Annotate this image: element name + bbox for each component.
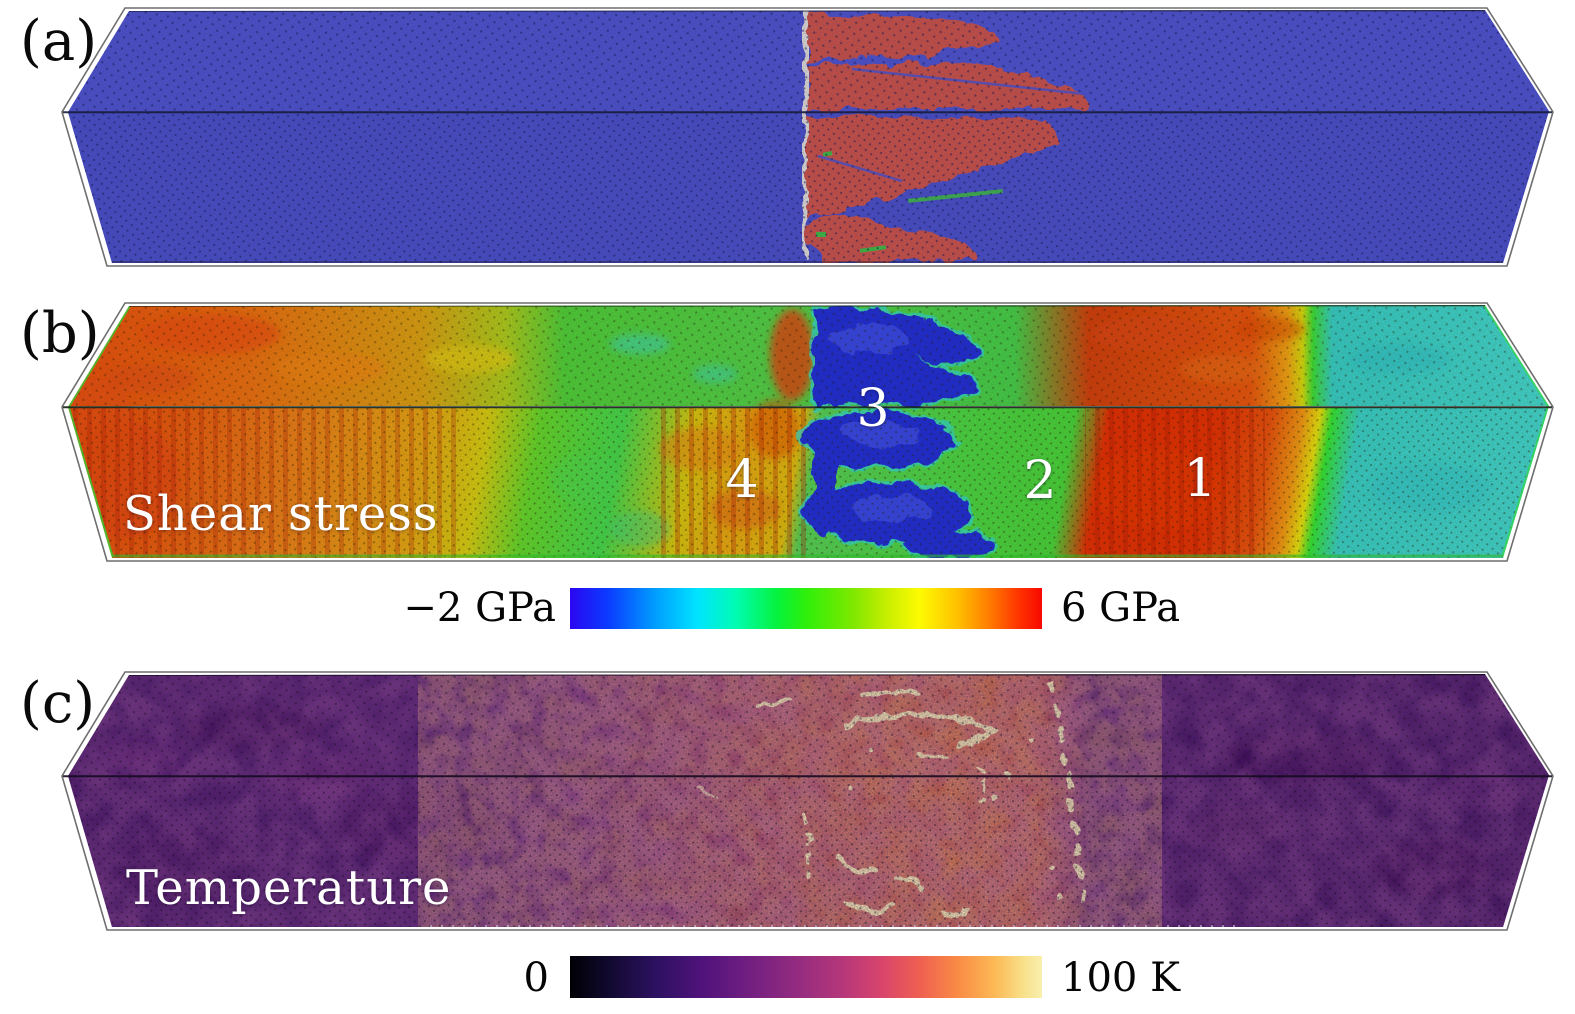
panel-a-atoms	[68, 10, 1549, 263]
panel-a-label: (a)	[20, 9, 98, 74]
panel-c-title: Temperature	[126, 860, 452, 916]
temperature-colorbar	[570, 956, 1042, 998]
box-outline-b	[61, 302, 1554, 562]
region-label-2: 2	[1023, 451, 1057, 511]
panel-c-temperature-rendering	[61, 671, 1554, 931]
panel-c-label: (c)	[20, 671, 96, 736]
panel-b-title: Shear stress	[123, 486, 439, 542]
stress-colorbar-min-label: −2 GPa	[403, 585, 556, 631]
panel-b-label: (b)	[20, 301, 100, 366]
region-label-1: 1	[1183, 449, 1217, 509]
box-outline-a	[61, 7, 1554, 267]
temperature-colorbar-min-label: 0	[523, 955, 549, 1001]
panel-c-atoms	[68, 674, 1549, 927]
panel-b-atoms	[68, 305, 1549, 558]
temperature-colorbar-max-label: 100 K	[1061, 955, 1180, 1001]
region-label-3: 3	[856, 379, 890, 439]
shear-stress-colorbar	[570, 588, 1042, 629]
panel-a-structure-rendering	[61, 7, 1554, 267]
stress-colorbar-max-label: 6 GPa	[1061, 585, 1181, 631]
panel-b-shear-stress-rendering	[61, 302, 1554, 562]
box-outline-c	[61, 671, 1554, 931]
region-label-4: 4	[725, 450, 759, 510]
